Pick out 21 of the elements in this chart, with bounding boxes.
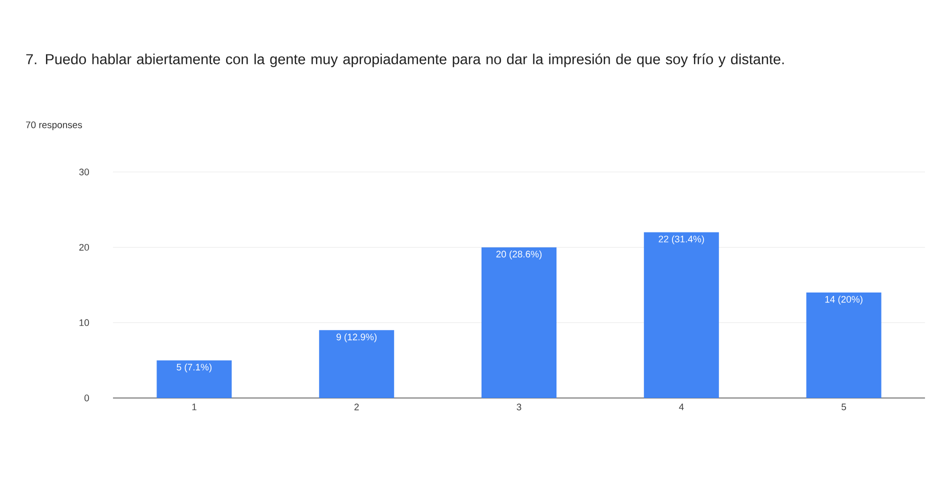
x-tick-label: 5 <box>842 404 846 410</box>
bar <box>319 330 394 398</box>
data-label: 14 (20%) <box>825 296 862 305</box>
data-label: 20 (28.6%) <box>496 250 542 260</box>
x-tick-label: 4 <box>678 404 684 410</box>
bar <box>156 360 232 398</box>
y-tick-label: 0 <box>84 394 89 402</box>
x-tick-label: 1 <box>192 404 196 410</box>
data-label: 22 (31.4%) <box>658 235 704 244</box>
chart-subtitle: 70 responses <box>26 122 82 130</box>
chart-title: 7. Puedo hablar abiertamente con la gente muy apropiadamente para no dar la impresión de que soy frío y distante. <box>26 54 784 68</box>
bar <box>482 247 557 398</box>
y-tick-label: 10 <box>80 319 89 326</box>
y-tick-label: 20 <box>79 244 89 251</box>
data-label: 5 (7.1%) <box>176 364 212 372</box>
data-label: 9 (12.9%) <box>336 333 377 342</box>
x-tick-label: 3 <box>516 404 522 410</box>
x-tick-label: 2 <box>354 404 359 410</box>
bar <box>644 232 719 398</box>
bar <box>806 292 882 398</box>
y-tick-label: 30 <box>79 168 89 176</box>
